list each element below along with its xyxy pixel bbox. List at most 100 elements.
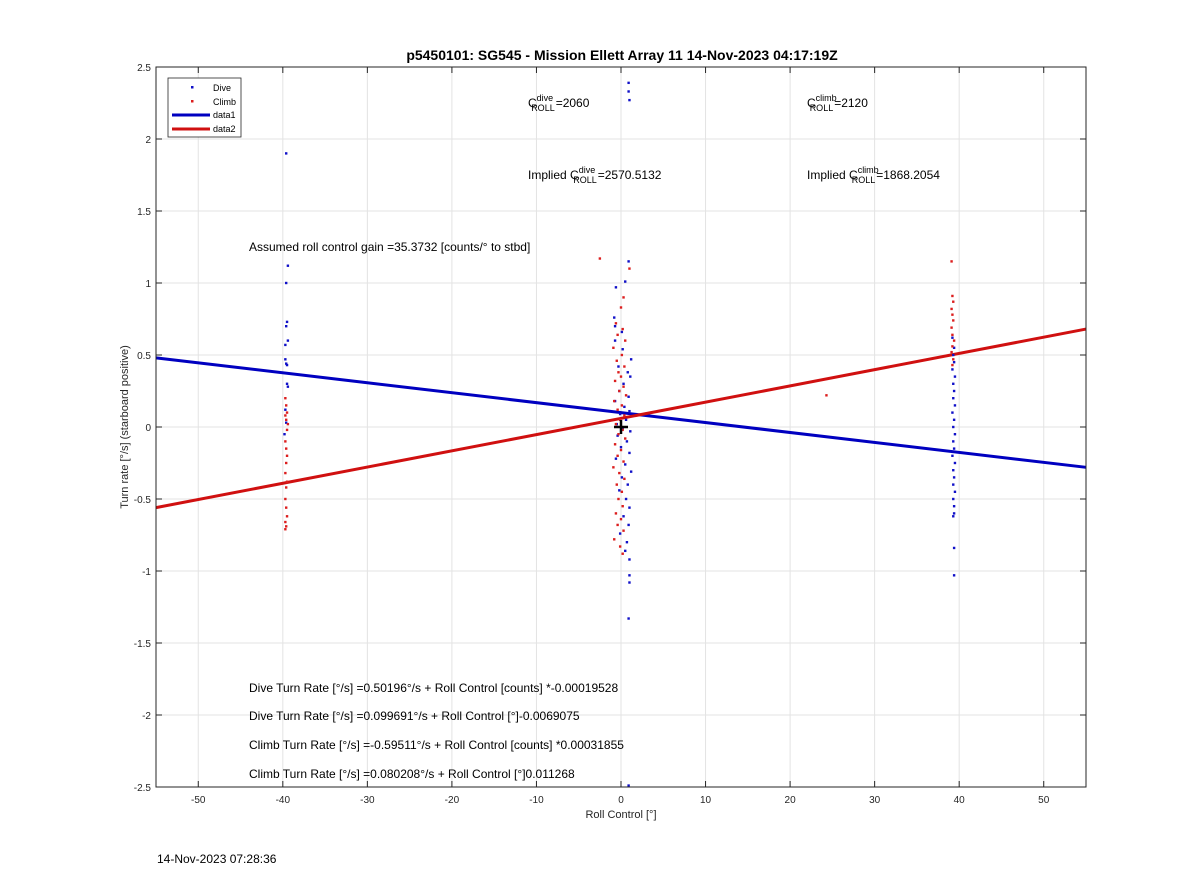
point-climb [617,497,620,501]
annotations: Cdive ROLL=2060 Cclimb ROLL=2120 Implied C… [249,93,940,781]
point-dive [627,523,630,527]
point-dive [614,286,618,289]
point-climb [617,433,620,436]
point-dive [952,497,955,501]
x-tick-label: 0 [618,795,624,806]
point-climb [613,379,617,383]
point-climb [284,414,287,417]
point-climb [616,333,619,337]
point-climb [284,520,287,524]
point-dive [283,433,286,436]
point-dive [627,81,630,85]
point-dive [623,405,626,409]
point-dive [952,483,955,486]
point-climb [612,466,615,469]
legend: Dive Climb data1 data2 [167,77,242,138]
point-dive [951,368,954,371]
point-climb [615,359,618,362]
legend-dive-marker [191,86,194,89]
point-climb [285,461,288,465]
point-dive [628,581,631,584]
point-dive [953,461,957,465]
point-climb [614,322,618,325]
y-axis-label: Turn rate [°/s] (starboard positive) [119,345,131,509]
point-dive [952,418,956,421]
point-dive [614,457,618,460]
point-climb [618,545,622,548]
point-dive [625,440,629,443]
point-dive [624,549,627,553]
point-dive [620,476,624,479]
point-climb [623,365,626,368]
point-climb [951,345,954,348]
point-climb [616,523,619,527]
x-tick-label: 10 [700,795,712,806]
point-climb [622,385,625,388]
point-dive [952,353,955,357]
point-dive [621,427,624,430]
y-axis-ticks: -2.5 -2 -1.5 -1 -0.5 0 0.5 1 1.5 2 2.5 [134,63,1086,794]
x-tick-label: 30 [869,795,881,806]
point-dive [952,515,955,518]
fit-lines [155,327,1087,510]
point-climb [284,440,287,443]
point-climb [285,428,289,432]
point-climb [950,350,953,354]
point-climb [284,497,287,501]
point-climb [951,313,954,316]
y-tick-label: 2 [145,135,151,146]
point-climb [952,319,955,322]
point-dive [628,98,631,102]
point-dive [285,152,288,155]
point-climb [616,454,619,457]
point-dive [952,397,955,400]
point-dive [952,476,956,479]
point-climb [286,422,290,426]
center-marker [614,420,628,434]
point-climb [622,296,625,299]
point-dive [286,264,290,267]
point-climb [285,525,288,528]
point-dive [952,574,956,577]
point-climb [624,437,627,440]
point-climb [618,418,622,421]
point-climb [284,528,287,531]
point-climb [618,389,621,393]
point-dive [952,447,956,450]
point-dive [624,497,628,501]
equation-climb-counts: Climb Turn Rate [°/s] =-0.59511°/s + Rol… [249,738,624,752]
point-dive [284,358,287,361]
legend-data1-label: data1 [213,110,236,120]
point-climb [285,411,289,414]
point-dive [627,260,630,263]
fit-line-data1 [155,356,1087,469]
point-dive [285,325,288,328]
scatter-points [283,81,957,787]
point-climb [825,394,828,397]
point-climb [614,422,618,426]
x-tick-label: -50 [191,795,206,806]
point-dive [628,574,631,577]
point-climb [615,483,618,486]
point-climb [598,257,602,260]
point-dive [953,404,957,407]
point-dive [285,363,289,367]
point-climb [619,517,623,521]
point-climb [950,307,953,311]
x-tick-label: -40 [276,795,291,806]
x-tick-label: 40 [954,795,966,806]
point-climb [614,512,618,515]
point-climb [618,471,621,475]
point-dive [284,343,287,347]
point-dive [953,433,957,436]
point-dive [953,490,957,493]
fit-line-data2 [155,327,1087,510]
point-climb [285,486,288,489]
equation-climb-degrees: Climb Turn Rate [°/s] =0.080208°/s + Rol… [249,767,575,781]
point-dive [286,339,290,342]
point-climb [285,447,288,450]
point-dive [622,515,625,518]
point-climb [622,529,625,532]
point-dive [613,325,617,328]
point-climb [951,363,954,367]
